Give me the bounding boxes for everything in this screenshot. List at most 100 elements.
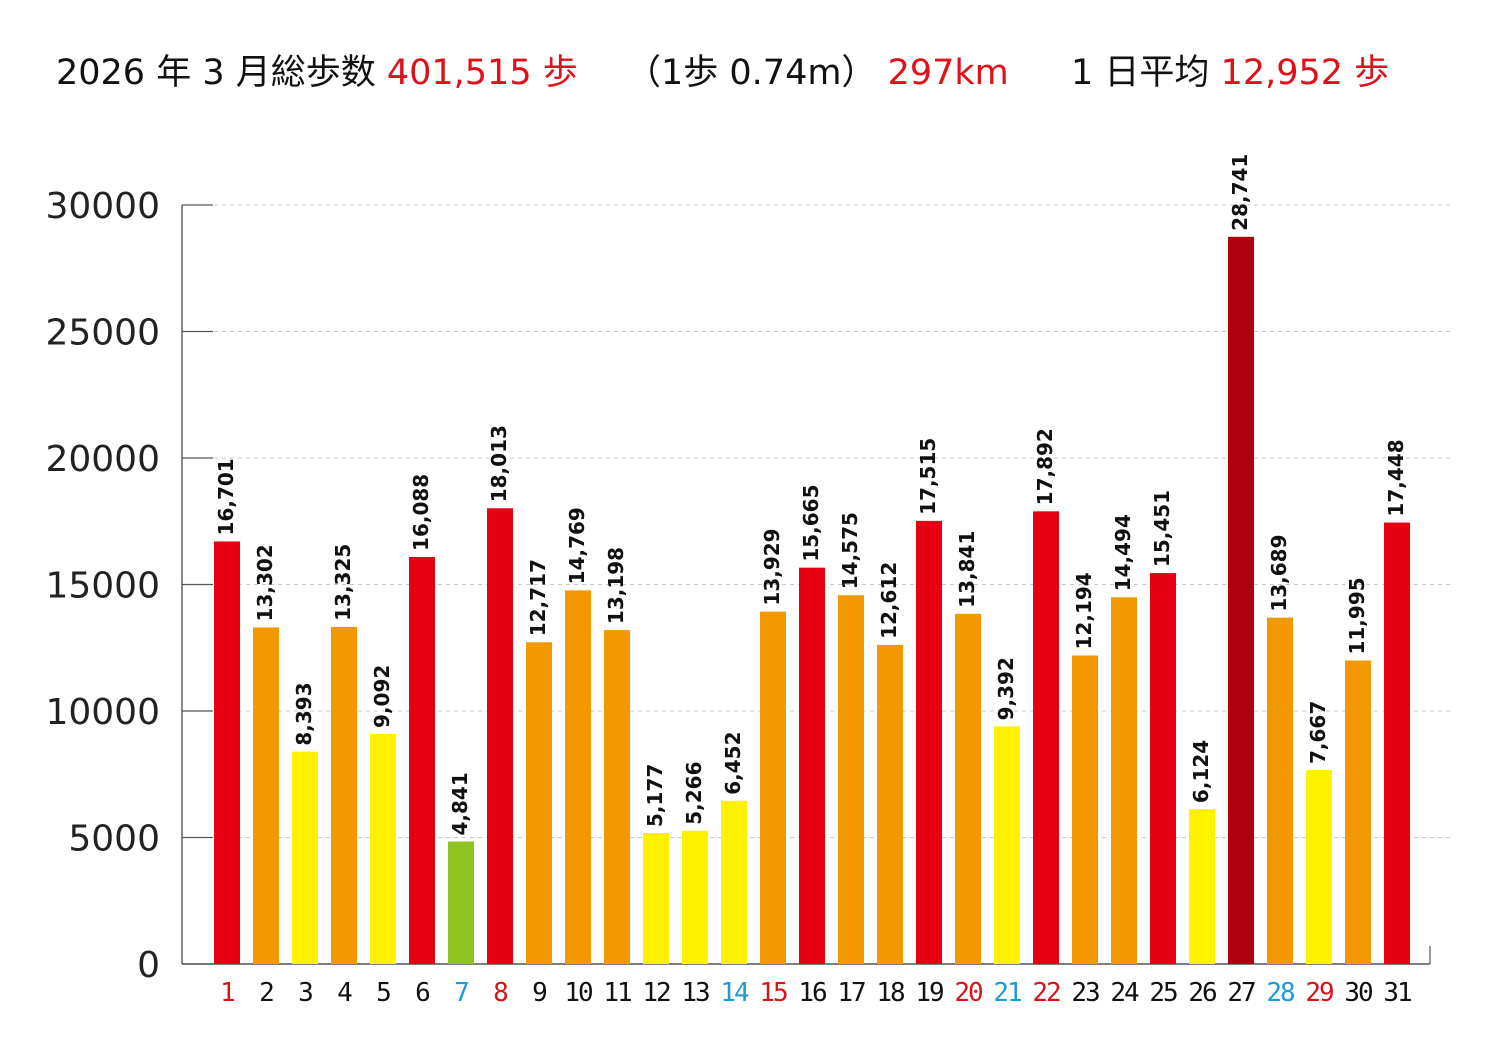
category-label: 11 xyxy=(603,978,631,1008)
y-tick-label: 5000 xyxy=(68,819,160,860)
category-label: 13 xyxy=(681,978,709,1008)
category-label: 16 xyxy=(798,978,826,1008)
bar xyxy=(838,595,864,964)
y-axis: 0 5000 10000 15000 20000 25000 30000 xyxy=(45,186,213,986)
y-tick-label: 15000 xyxy=(45,566,160,607)
category-label: 22 xyxy=(1032,978,1060,1008)
bar xyxy=(1033,511,1059,964)
title-distance: 297km xyxy=(887,53,1009,93)
category-label: 14 xyxy=(720,978,749,1008)
value-label: 4,841 xyxy=(448,772,472,835)
title-total-steps: 401,515 歩 xyxy=(386,53,578,93)
value-label: 11,995 xyxy=(1345,577,1369,654)
bar xyxy=(994,726,1020,964)
y-tick-label: 20000 xyxy=(45,439,160,480)
value-label: 12,717 xyxy=(526,559,550,636)
y-tick-label: 10000 xyxy=(45,692,160,733)
category-label: 3 xyxy=(298,978,312,1008)
value-label: 15,451 xyxy=(1150,490,1174,567)
title-stride: （1歩 0.74m） xyxy=(626,53,877,93)
category-label: 9 xyxy=(532,978,546,1008)
value-label: 16,701 xyxy=(214,458,238,535)
value-label: 13,302 xyxy=(253,544,277,621)
category-label: 4 xyxy=(337,978,352,1008)
title-average-label: 1 日平均 xyxy=(1071,53,1210,93)
value-label: 8,393 xyxy=(292,682,316,745)
bar xyxy=(1384,522,1410,964)
value-label: 17,892 xyxy=(1033,428,1057,505)
category-label: 24 xyxy=(1110,978,1139,1008)
bar xyxy=(760,611,786,964)
value-label: 13,929 xyxy=(760,528,784,605)
value-label: 5,177 xyxy=(643,764,667,827)
value-label: 14,769 xyxy=(565,507,589,584)
bar xyxy=(1150,573,1176,964)
value-label: 15,665 xyxy=(799,484,823,561)
bar xyxy=(877,644,903,964)
bar xyxy=(487,508,513,964)
category-label: 7 xyxy=(454,978,468,1008)
value-label: 13,325 xyxy=(331,544,355,621)
y-tick-label: 25000 xyxy=(45,313,160,354)
y-tick-label: 30000 xyxy=(45,186,160,227)
bar xyxy=(253,627,279,964)
bar xyxy=(448,841,474,964)
category-label: 5 xyxy=(376,978,390,1008)
bar xyxy=(1228,236,1254,964)
value-label: 13,689 xyxy=(1267,534,1291,611)
bar xyxy=(916,520,942,964)
bar xyxy=(1345,660,1371,964)
category-label: 20 xyxy=(954,978,982,1008)
bar xyxy=(721,800,747,964)
bar xyxy=(604,630,630,964)
value-label: 13,198 xyxy=(604,547,628,624)
bar xyxy=(1267,617,1293,964)
bar xyxy=(370,733,396,964)
bar xyxy=(214,541,240,964)
value-label: 9,392 xyxy=(994,657,1018,720)
category-label: 25 xyxy=(1149,978,1177,1008)
category-label: 21 xyxy=(993,978,1021,1008)
value-label: 12,612 xyxy=(877,562,901,639)
category-label: 2 xyxy=(259,978,273,1008)
bars xyxy=(214,236,1410,964)
category-label: 10 xyxy=(564,978,592,1008)
category-label: 30 xyxy=(1344,978,1372,1008)
bar xyxy=(682,830,708,964)
value-labels: 16,701 13,302 8,393 13,325 9,092 16,088 4,841 1… xyxy=(214,154,1408,836)
category-label: 18 xyxy=(876,978,904,1008)
value-label: 14,575 xyxy=(838,512,862,589)
value-label: 16,088 xyxy=(409,474,433,551)
value-label: 13,841 xyxy=(955,531,979,608)
category-label: 28 xyxy=(1266,978,1294,1008)
category-label: 15 xyxy=(759,978,787,1008)
category-label: 29 xyxy=(1305,978,1333,1008)
bar xyxy=(526,642,552,964)
value-label: 9,092 xyxy=(370,665,394,728)
value-label: 18,013 xyxy=(487,425,511,502)
bar xyxy=(331,626,357,964)
value-label: 28,741 xyxy=(1228,154,1252,231)
bar xyxy=(1306,770,1332,964)
bar xyxy=(1111,597,1137,964)
bar xyxy=(955,613,981,964)
category-label: 26 xyxy=(1188,978,1216,1008)
bar xyxy=(1189,809,1215,964)
value-label: 6,452 xyxy=(721,731,745,794)
category-label: 27 xyxy=(1227,978,1255,1008)
bar xyxy=(409,556,435,964)
value-label: 5,266 xyxy=(682,762,706,825)
value-label: 6,124 xyxy=(1189,740,1213,803)
category-label: 1 xyxy=(220,978,234,1008)
value-label: 17,515 xyxy=(916,438,940,515)
bar xyxy=(1072,655,1098,964)
bar xyxy=(799,567,825,964)
y-tick-label: 0 xyxy=(137,945,160,986)
category-label: 12 xyxy=(642,978,670,1008)
category-labels: 1 2 3 4 5 6 7 8 9 10 11 12 13 14 15 16 17 18 19 20 21 22 23 24 2… xyxy=(220,978,1413,1008)
value-label: 12,194 xyxy=(1072,572,1096,649)
value-label: 17,448 xyxy=(1384,439,1408,516)
category-label: 31 xyxy=(1383,978,1411,1008)
category-label: 17 xyxy=(837,978,865,1008)
